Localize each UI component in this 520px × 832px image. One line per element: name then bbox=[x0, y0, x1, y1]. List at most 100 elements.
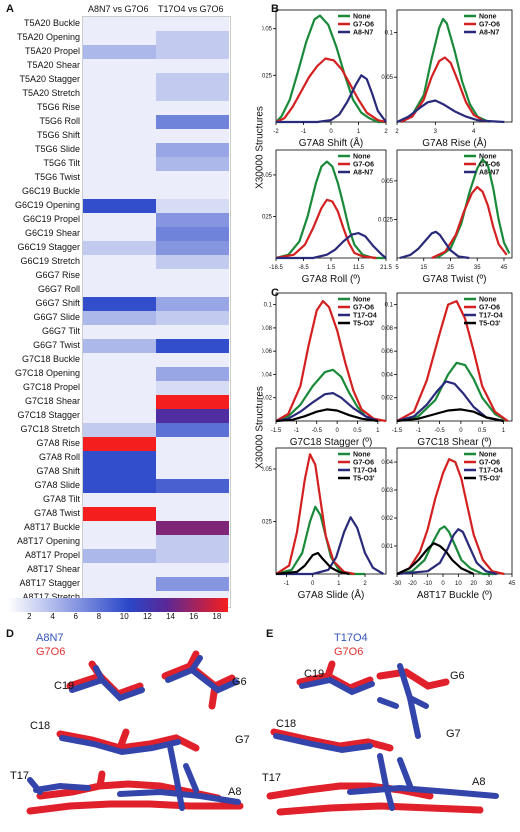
heatmap-cell bbox=[156, 297, 229, 311]
x-tick-label: -20 bbox=[408, 581, 417, 587]
heatmap-cell bbox=[156, 73, 229, 87]
x-axis-label: G7A8 Slide (Å) bbox=[298, 588, 365, 601]
x-tick-label: -8.5 bbox=[298, 265, 309, 271]
series-line-g7-o6 bbox=[400, 56, 486, 123]
colorbar-tick-label: 16 bbox=[189, 612, 199, 621]
legend-label: A8-N7 bbox=[353, 30, 373, 37]
legend-label: T17-O4 bbox=[353, 313, 377, 320]
heatmap-row-label: G7A8 Roll bbox=[38, 452, 80, 462]
y-tick-label: 0.08 bbox=[381, 326, 393, 332]
heatmap-row-label: G6G7 Roll bbox=[37, 284, 80, 294]
y-tick-label: 0.01 bbox=[381, 544, 393, 550]
series-line-none bbox=[275, 368, 379, 423]
heatmap-cell bbox=[83, 423, 156, 437]
heatmap-cell bbox=[156, 353, 229, 367]
heatmap-cell bbox=[83, 143, 156, 157]
colorbar-ticks: 2 4 6 8 10 12 14 16 18 bbox=[8, 612, 228, 624]
x-tick-label: 11.5 bbox=[353, 265, 365, 271]
legend-label: T5-O3' bbox=[353, 476, 375, 483]
legend-label: None bbox=[353, 14, 371, 21]
heatmap-cell bbox=[83, 451, 156, 465]
heatmap-cell bbox=[83, 17, 156, 31]
heatmap-cell bbox=[83, 31, 156, 45]
heatmap-cell bbox=[83, 185, 156, 199]
heatmap-cell bbox=[156, 185, 229, 199]
heatmap-row-label: G7A8 Rise bbox=[36, 438, 80, 448]
heatmap-row-label: G7C18 Opening bbox=[14, 368, 80, 378]
legend-label: A8-N7 bbox=[479, 170, 499, 177]
heatmap-row-label: T5G6 Slide bbox=[34, 144, 80, 154]
chart-frame bbox=[396, 9, 513, 123]
heatmap-row-label: G6C19 Stagger bbox=[17, 242, 80, 252]
heatmap-cell bbox=[83, 577, 156, 591]
heatmap-cell bbox=[156, 367, 229, 381]
heatmap-row-label: T5A20 Shear bbox=[26, 60, 80, 70]
x-axis-label: G7A8 Rise (Å) bbox=[422, 136, 486, 149]
colorbar-tick-label: 6 bbox=[73, 612, 78, 621]
overlay-blue-d bbox=[27, 655, 241, 811]
x-tick-label: -1 bbox=[416, 428, 422, 434]
x-tick-label: 1 bbox=[357, 129, 361, 135]
x-axis-label: G7C18 Stagger (º) bbox=[290, 437, 373, 448]
heatmap-row-label: A8T17 Stagger bbox=[19, 578, 80, 588]
heatmap-cell bbox=[83, 549, 156, 563]
label-c18-e: C18 bbox=[276, 718, 297, 730]
legend-label: T17-O4 bbox=[479, 313, 503, 320]
series-line-t17-o4 bbox=[275, 392, 379, 423]
panel-letter-e: E bbox=[266, 628, 274, 640]
x-tick-label: 2 bbox=[395, 129, 399, 135]
legend-label: None bbox=[479, 154, 497, 161]
heatmap-row-label: G7C18 Buckle bbox=[21, 354, 80, 364]
heatmap-cell bbox=[156, 143, 229, 157]
x-tick-label: 25 bbox=[447, 265, 454, 271]
legend-g7o6-e: G7O6 bbox=[334, 646, 364, 658]
heatmap-row-label: G6G7 Tilt bbox=[41, 326, 80, 336]
colorbar bbox=[8, 598, 228, 612]
series-line-g7-o6 bbox=[396, 300, 509, 422]
panel-letter-a: A bbox=[6, 3, 14, 15]
x-tick-label: 20 bbox=[470, 581, 477, 587]
heatmap-cell bbox=[156, 269, 229, 283]
x-tick-label: 4 bbox=[472, 129, 476, 135]
x-tick-label: -30 bbox=[393, 581, 402, 587]
series-line-g7-o6 bbox=[396, 458, 505, 576]
heatmap-cell bbox=[156, 17, 229, 31]
x-tick-label: -18.5 bbox=[269, 265, 283, 271]
heatmap-cell bbox=[83, 297, 156, 311]
series-line-a8-n7 bbox=[396, 99, 505, 124]
colorbar-tick-label: 12 bbox=[142, 612, 152, 621]
heatmap-row-label: A8T17 Stretch bbox=[22, 592, 80, 602]
x-tick-label: 45 bbox=[501, 265, 508, 271]
heatmap-cell bbox=[156, 521, 229, 535]
heatmap-cell bbox=[83, 437, 156, 451]
heatmap-cell bbox=[83, 269, 156, 283]
series-line-none bbox=[396, 361, 509, 423]
x-tick-label: 0 bbox=[311, 581, 315, 587]
x-axis-label: A8T17 Buckle (º) bbox=[417, 590, 492, 601]
x-tick-label: 1 bbox=[502, 428, 506, 434]
chart-c3: -1 0 1 2 0.05 0.025 G7A8 Slide (Å) NoneG7-O6T17… bbox=[262, 447, 387, 601]
legend-a8n7: A8N7 bbox=[36, 632, 64, 644]
chart-frame bbox=[275, 292, 387, 422]
heatmap-row-label: G6G7 Slide bbox=[33, 312, 80, 322]
heatmap-col-header-2: T17O4 vs G7O6 bbox=[158, 4, 224, 14]
label-a8-d: A8 bbox=[228, 786, 242, 798]
heatmap-cell bbox=[156, 339, 229, 353]
heatmap-cell bbox=[156, 479, 229, 493]
heatmap-row-label: G6C19 Shear bbox=[24, 228, 80, 238]
x-tick-label: -10 bbox=[423, 581, 432, 587]
heatmap-cell bbox=[83, 59, 156, 73]
x-tick-label: 21.5 bbox=[380, 265, 392, 271]
legend-label: None bbox=[353, 452, 371, 459]
panel-letter-b: B bbox=[271, 3, 279, 15]
x-tick-label: 0 bbox=[335, 428, 339, 434]
heatmap-cell bbox=[156, 381, 229, 395]
molecule-panel-d: A8N7 G7O6 C19 G6 C18 G7 T17 A8 bbox=[0, 632, 258, 827]
heatmap-row-label: G6C19 Stretch bbox=[20, 256, 80, 266]
heatmap-cell bbox=[156, 311, 229, 325]
y-tick-label: 0.1 bbox=[385, 30, 394, 36]
y-tick-label: 0.05 bbox=[262, 467, 273, 473]
heatmap-cell bbox=[83, 507, 156, 521]
colorbar-tick-label: 2 bbox=[27, 612, 32, 621]
